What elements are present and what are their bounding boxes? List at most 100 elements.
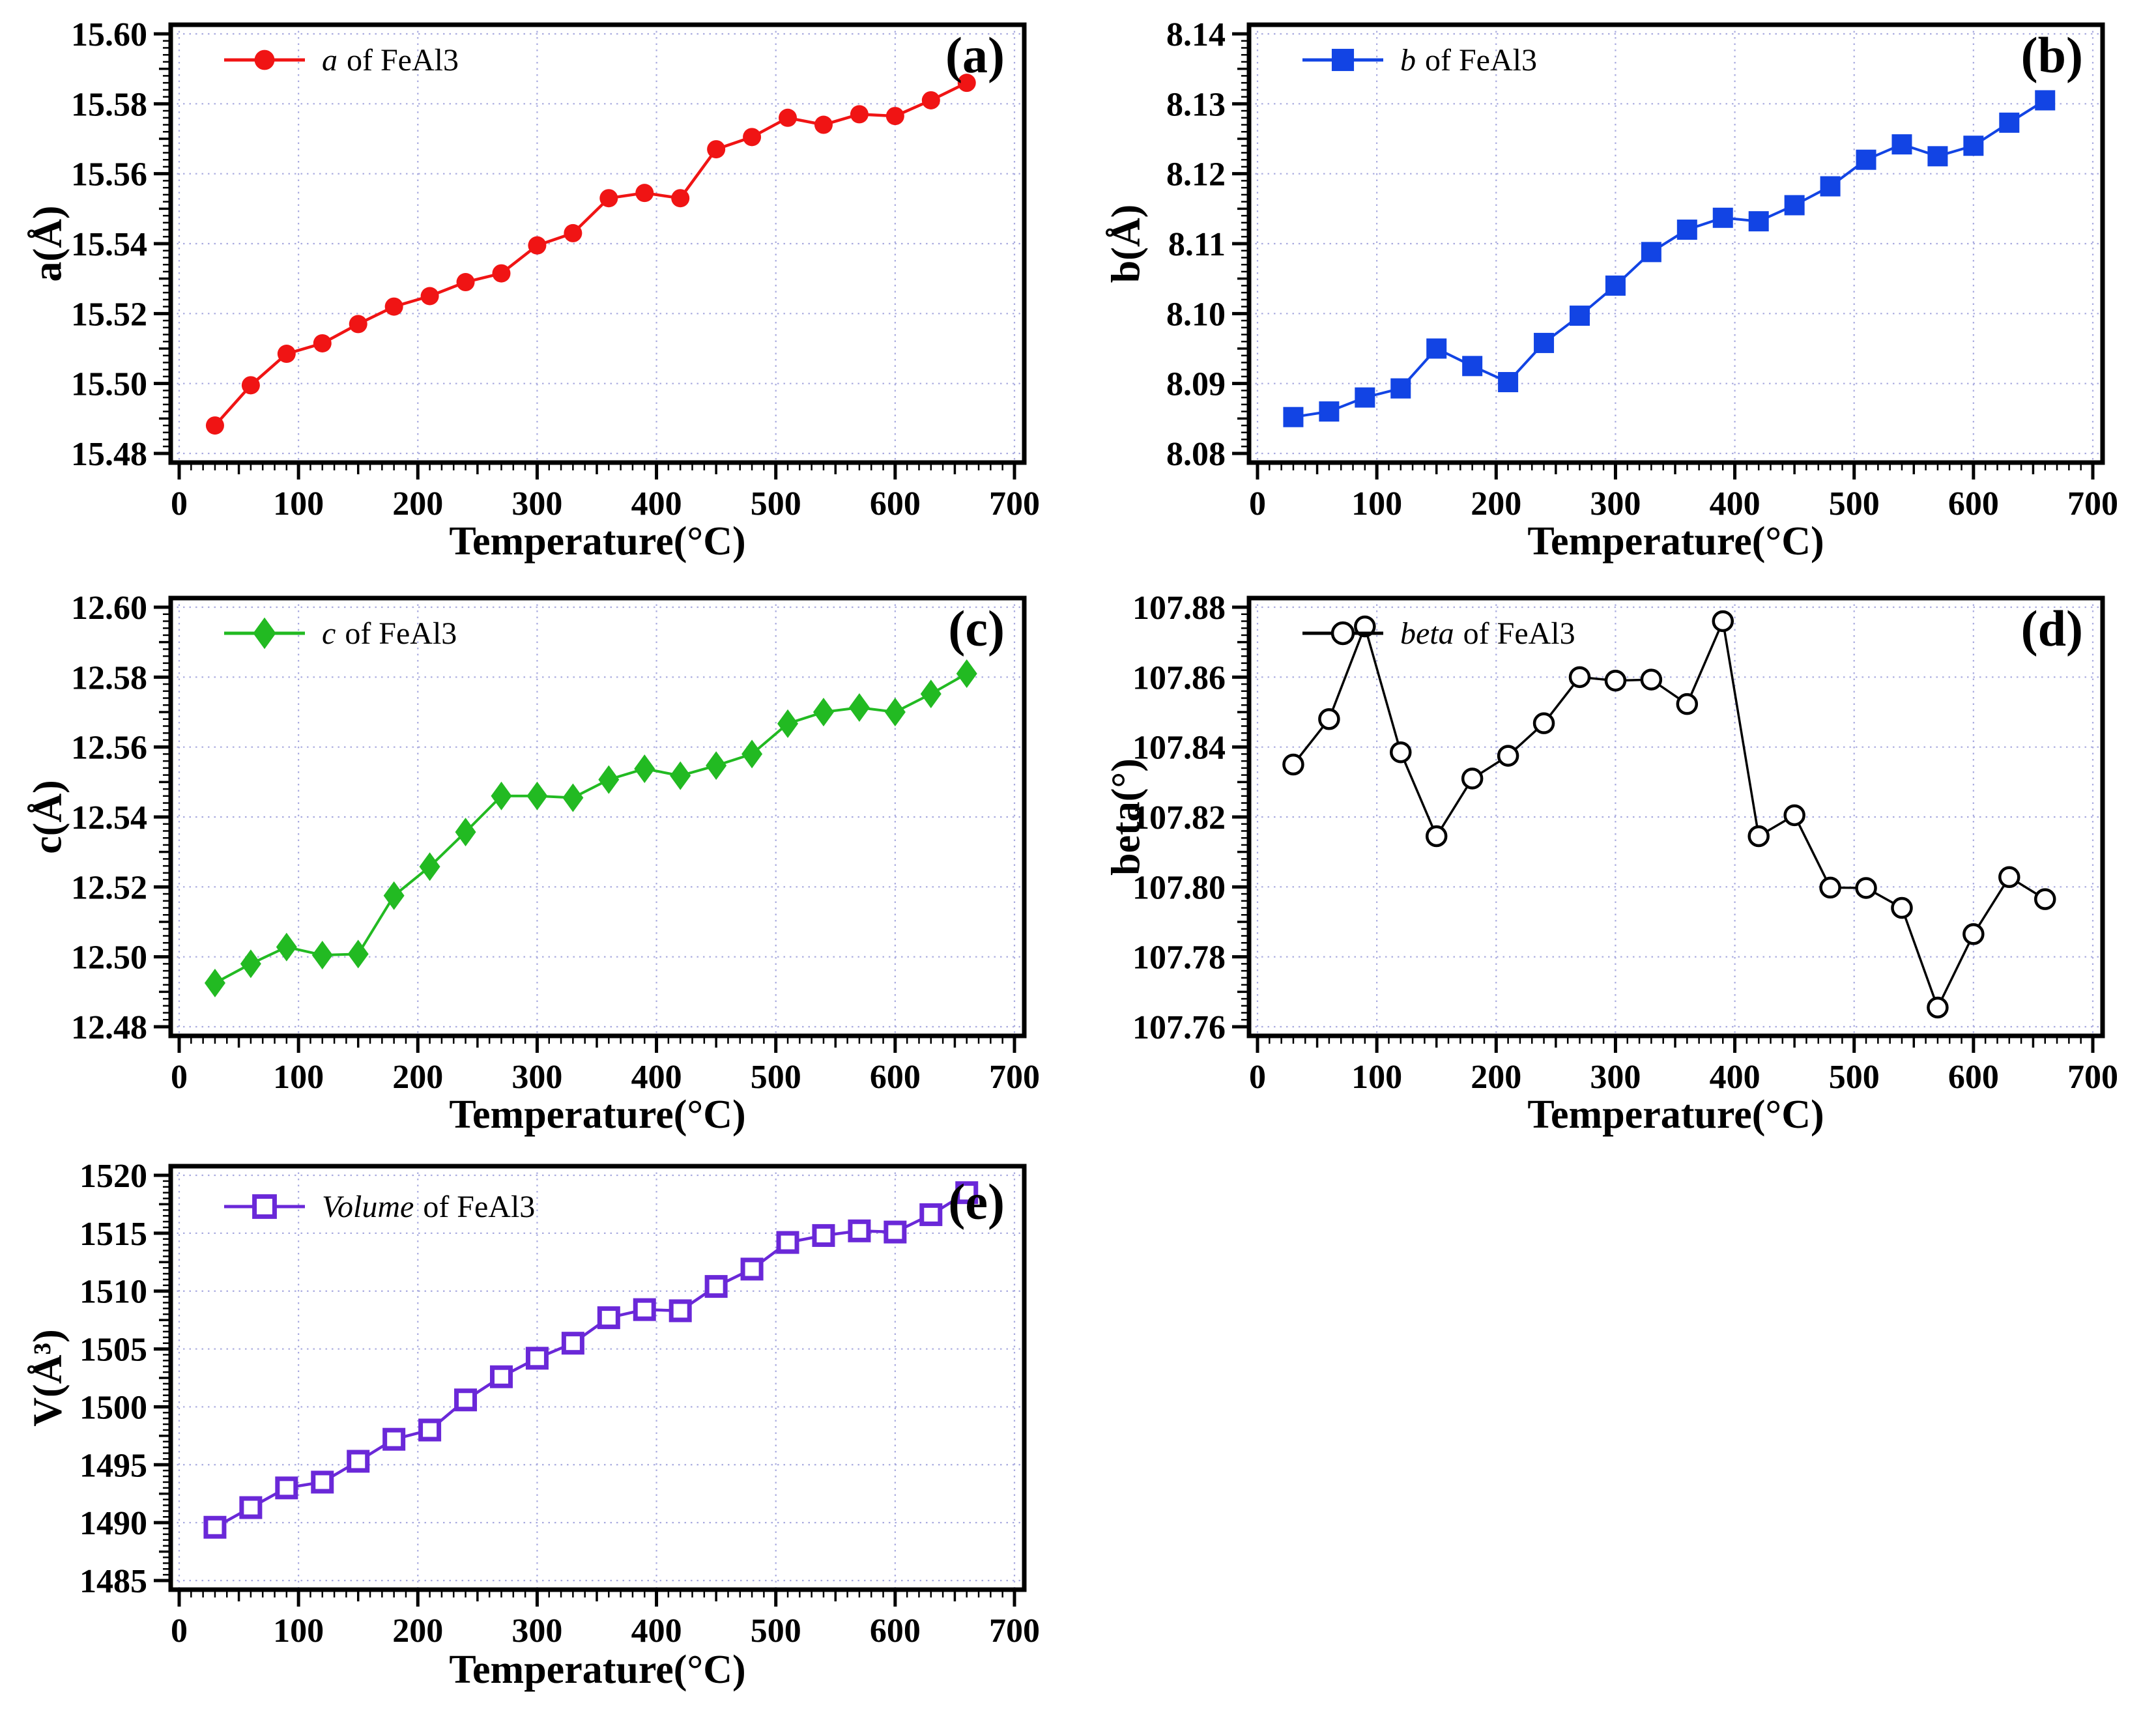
svg-text:200: 200 [392,485,443,523]
svg-text:15.60: 15.60 [71,16,147,53]
legend-series-name: beta [1400,616,1454,651]
data-point-marker [454,1388,478,1412]
data-point-marker [812,1224,835,1247]
data-point-marker [240,949,261,979]
axis-tick-labels: 0 100 200 300 400 500 600 700 12.48 12.50 12.52 12.… [71,590,1040,1096]
data-point-marker [1532,712,1555,734]
axis-tick-labels: 0 100 200 300 400 500 600 700 1485 1490 1495 1500 15… [79,1158,1040,1650]
svg-text:700: 700 [989,1059,1040,1096]
data-point-marker [919,1203,943,1226]
data-point-marker [1676,693,1699,715]
data-point-marker [1784,195,1805,216]
panel-label-c: (c) [948,600,1005,657]
data-point-marker [1962,923,1985,945]
legend-marker-icon [1302,621,1383,646]
data-series [1283,90,2056,427]
data-point-marker [1390,741,1412,764]
data-point-marker [1748,211,1769,232]
svg-text:107.80: 107.80 [1132,869,1226,906]
data-point-marker [740,1257,764,1281]
svg-text:100: 100 [273,1059,324,1096]
svg-text:1520: 1520 [79,1158,147,1195]
data-point-marker [347,939,369,969]
svg-text:700: 700 [989,485,1040,523]
data-point-marker [1568,666,1591,689]
svg-text:300: 300 [511,485,562,523]
svg-text:15.58: 15.58 [71,86,147,123]
svg-text:1490: 1490 [79,1505,147,1542]
data-point-marker [1497,745,1519,767]
data-point-marker [955,1181,979,1205]
svg-text:1510: 1510 [79,1274,147,1311]
svg-text:700: 700 [989,1612,1040,1650]
data-point-marker [706,751,727,780]
legend-series-suffix: of FeAl3 [423,1189,536,1224]
data-point-marker [277,345,296,364]
series-line [214,81,968,427]
data-point-marker [1676,220,1697,240]
plot-border [1246,595,2105,1038]
grid-lines [171,25,1024,463]
svg-text:200: 200 [1471,1059,1521,1096]
data-point-marker [668,1299,692,1323]
data-point-marker [526,781,548,810]
data-point-marker [1963,136,1984,156]
svg-text:500: 500 [751,1612,801,1650]
data-point-marker [1331,48,1355,72]
axis-tick-labels: 0 100 200 300 400 500 600 700 15.48 15.50 15.52 15.… [71,16,1040,523]
grid-lines [171,1166,1024,1590]
data-point-marker [1390,378,1411,399]
data-point-marker [884,698,906,726]
svg-text:107.84: 107.84 [1132,730,1226,767]
data-point-marker [491,781,512,810]
legend-series-suffix: of FeAl3 [345,616,457,651]
data-point-marker [670,761,691,790]
data-point-marker [349,315,367,334]
data-point-marker [203,1515,227,1539]
axis-tick-labels: 0 100 200 300 400 500 600 700 107.76 107.78 107.80… [1132,590,2118,1096]
grid-lines [171,598,1024,1036]
subplot-e: 0 100 200 300 400 500 600 700 1485 1490 1495 1500 15… [0,1147,1078,1718]
legend-series-name: c [322,616,336,651]
legend-marker-icon [224,50,305,70]
data-point-marker [1461,767,1484,790]
svg-text:0: 0 [171,485,188,523]
x-axis-label: Temperature(°C) [449,1648,746,1692]
data-point-marker [311,1470,334,1494]
svg-text:12.54: 12.54 [71,799,147,837]
data-point-marker [1498,372,1519,393]
data-point-marker [634,754,655,783]
data-series [205,74,976,435]
svg-text:300: 300 [511,1059,562,1096]
svg-text:15.52: 15.52 [71,296,147,333]
data-point-marker [598,765,620,794]
plot-border [168,1164,1027,1592]
axis-ticks [1232,605,2095,1053]
data-point-marker [561,1332,584,1355]
data-point-marker [420,287,439,306]
legend-series-suffix: of FeAl3 [347,42,459,78]
svg-text:15.48: 15.48 [71,436,147,473]
legend-e: Volume of FeAl3 [222,1181,535,1233]
data-point-marker [311,940,333,969]
svg-text:1505: 1505 [79,1332,147,1369]
axis-tick-labels: 0 100 200 300 400 500 600 700 8.08 8.09 8.10 8.11 8.… [1166,16,2118,523]
y-axis-label: V(Å³) [25,1329,70,1427]
legend-series-name: Volume [322,1189,414,1224]
x-axis-label: Temperature(°C) [1527,1093,1824,1137]
legend-series-name: b [1400,42,1416,78]
data-point-marker [276,932,297,962]
subplot-a: 0 100 200 300 400 500 600 700 15.48 15.50 15.52 15.… [0,0,1078,573]
data-series [203,1181,979,1539]
data-point-marker [562,783,584,812]
subplot-b: 0 100 200 300 400 500 600 700 8.08 8.09 8.10 8.11 8.… [1078,0,2156,573]
svg-text:8.12: 8.12 [1166,156,1226,193]
svg-text:200: 200 [392,1612,443,1650]
svg-text:600: 600 [870,1612,921,1650]
data-point-marker [1641,242,1661,263]
data-point-marker [1891,896,1913,919]
svg-text:12.58: 12.58 [71,659,147,696]
data-point-marker [1927,146,1948,167]
data-point-marker [2034,888,2056,910]
svg-text:600: 600 [1948,1059,1999,1096]
